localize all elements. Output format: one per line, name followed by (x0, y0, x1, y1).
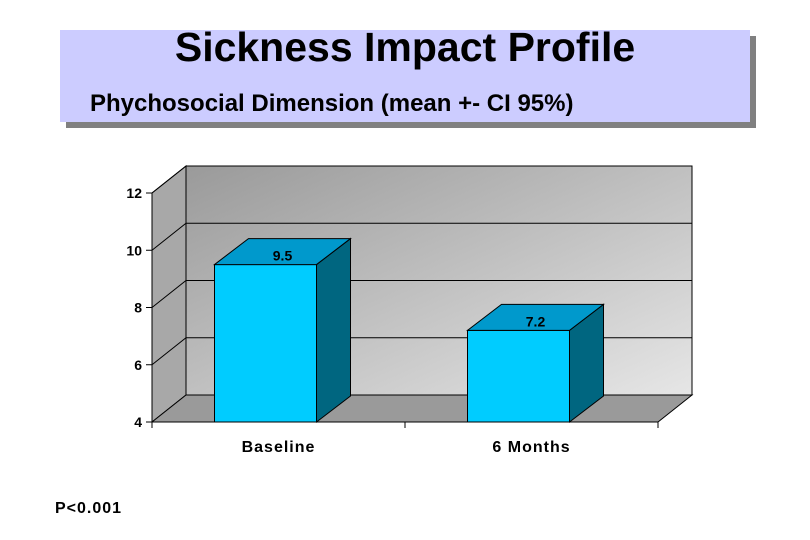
chart-subtitle: Phychosocial Dimension (mean +- CI 95%) (90, 90, 574, 117)
y-tick-label: 6 (134, 357, 142, 373)
y-tick-label: 12 (126, 185, 142, 201)
gridline (151, 165, 692, 194)
bar-top (466, 303, 605, 331)
y-tick-label: 8 (134, 300, 142, 316)
data-label: 7.2 (526, 313, 546, 329)
x-category-label: 6 Months (492, 439, 570, 456)
y-tick-label: 10 (126, 242, 142, 258)
title-banner: Sickness Impact Profile Phychosocial Dim… (60, 24, 750, 122)
bar-front (214, 264, 317, 423)
gridline (151, 222, 692, 251)
bar-top (213, 238, 352, 266)
x-category-label: Baseline (242, 439, 316, 456)
chart-title: Sickness Impact Profile (174, 24, 636, 70)
y-tick-label: 4 (134, 414, 142, 430)
bar-front (467, 329, 570, 423)
bar-side (316, 237, 351, 424)
p-value-note: P<0.001 (55, 500, 123, 517)
gridline (151, 280, 692, 308)
data-label: 9.5 (273, 248, 293, 264)
